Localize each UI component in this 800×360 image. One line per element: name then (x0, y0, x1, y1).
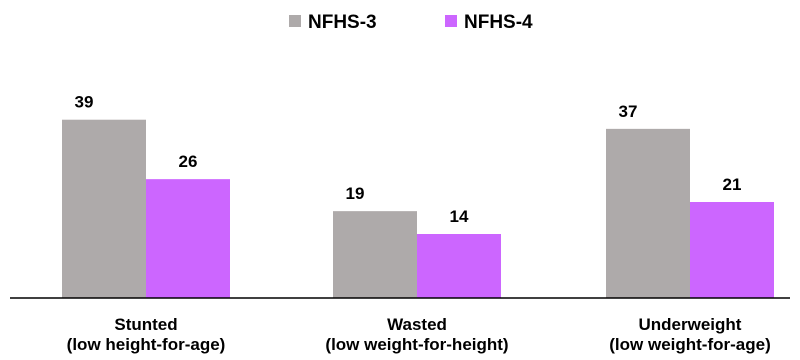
category-label-0-line-0: Stunted (114, 315, 177, 334)
category-label-1-line-1: (low weight-for-height) (325, 335, 508, 354)
legend-label-nfhs-4: NFHS-4 (464, 12, 533, 33)
data-label-nfhs-4-2: 21 (723, 175, 742, 194)
data-label-nfhs-4-0: 26 (179, 152, 198, 171)
legend: NFHS-3 NFHS-4 (289, 12, 533, 33)
legend-label-nfhs-3: NFHS-3 (308, 12, 377, 33)
category-label-2-line-0: Underweight (639, 315, 742, 334)
data-label-nfhs-3-1: 19 (346, 184, 365, 203)
category-label-0-line-1: (low height-for-age) (67, 335, 226, 354)
data-label-nfhs-3-2: 37 (619, 102, 638, 121)
category-label-2-line-1: (low weight-for-age) (609, 335, 770, 354)
data-labels-group: 39 26 19 14 37 21 (75, 93, 742, 226)
bar-nfhs-3-2 (606, 128, 690, 298)
category-labels-group: Stunted(low height-for-age)Wasted(low we… (67, 315, 771, 354)
bars-group (62, 119, 774, 298)
legend-swatch-nfhs-4 (445, 15, 457, 27)
bar-nfhs-4-0 (146, 179, 230, 298)
legend-swatch-nfhs-3 (289, 15, 301, 27)
bar-nfhs-4-2 (690, 202, 774, 298)
category-label-1-line-0: Wasted (387, 315, 447, 334)
bar-nfhs-4-1 (417, 234, 501, 298)
bar-nfhs-3-0 (62, 119, 146, 298)
data-label-nfhs-4-1: 14 (450, 207, 469, 226)
data-label-nfhs-3-0: 39 (75, 93, 94, 112)
bar-nfhs-3-1 (333, 211, 417, 298)
